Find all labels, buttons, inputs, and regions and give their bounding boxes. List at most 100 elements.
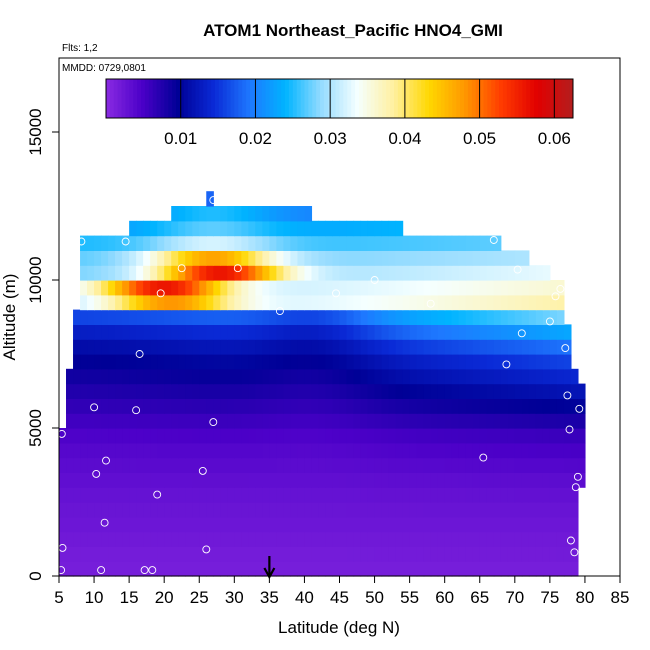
colorbar-swatch: [460, 79, 465, 118]
heatmap-cell: [493, 250, 502, 266]
heatmap-cell: [185, 354, 193, 370]
heatmap-cell: [437, 235, 446, 251]
heatmap-cell: [493, 383, 502, 399]
heatmap-cell: [115, 457, 123, 473]
heatmap-cell: [73, 413, 81, 429]
heatmap-cell: [500, 428, 509, 444]
heatmap-cell: [437, 265, 446, 281]
heatmap-cell: [549, 413, 558, 429]
heatmap-cell: [241, 339, 249, 355]
heatmap-cell: [304, 428, 313, 444]
heatmap-cell: [549, 294, 558, 311]
heatmap-cell: [199, 294, 207, 311]
heatmap-cell: [458, 250, 467, 266]
heatmap-cell: [451, 546, 460, 562]
heatmap-cell: [332, 354, 341, 370]
flight-point: [90, 403, 99, 412]
heatmap-cell: [521, 309, 530, 325]
heatmap-cell: [143, 398, 151, 414]
heatmap-cell: [542, 457, 551, 473]
heatmap-cell: [409, 398, 418, 414]
heatmap-cell: [73, 383, 81, 399]
heatmap-cell: [381, 235, 390, 251]
heatmap-cell: [360, 561, 369, 577]
heatmap-cell: [304, 442, 313, 459]
heatmap-cell: [143, 502, 151, 518]
heatmap-cell: [178, 220, 186, 237]
heatmap-cell: [493, 294, 502, 311]
heatmap-cell: [374, 324, 383, 340]
colorbar-swatch: [440, 79, 446, 118]
heatmap-cell: [227, 531, 235, 547]
heatmap-cell: [444, 472, 453, 488]
heatmap-cell: [416, 354, 425, 370]
heatmap-cell: [178, 383, 186, 399]
heatmap-cell: [570, 428, 579, 444]
flight-point: [426, 299, 435, 308]
colorbar-swatch: [164, 79, 169, 118]
heatmap-cell: [521, 339, 530, 355]
heatmap-cell: [430, 472, 439, 488]
heatmap-cell: [129, 339, 137, 355]
heatmap-cell: [444, 235, 453, 251]
heatmap-cell: [381, 265, 390, 281]
heatmap-cell: [164, 428, 172, 444]
heatmap-cell: [80, 398, 88, 414]
heatmap-cell: [269, 354, 277, 370]
heatmap-cell: [318, 368, 327, 385]
heatmap-cell: [234, 294, 242, 311]
heatmap-cell: [80, 561, 88, 577]
heatmap-cell: [101, 383, 109, 399]
colorbar-swatch: [121, 79, 126, 118]
heatmap-cell: [255, 546, 263, 562]
colorbar-swatch: [502, 79, 508, 118]
flight-point: [77, 237, 86, 246]
heatmap-cell: [437, 487, 446, 503]
heatmap-cell: [500, 339, 509, 355]
heatmap-cell: [535, 531, 544, 547]
heatmap-cell: [346, 220, 355, 237]
heatmap-cell: [416, 428, 425, 444]
colorbar-swatch: [273, 79, 278, 118]
heatmap-cell: [556, 502, 565, 518]
heatmap-cell: [87, 235, 95, 251]
x-tick-label: 85: [611, 588, 630, 607]
heatmap-cell: [199, 354, 207, 370]
heatmap-cell: [451, 472, 460, 488]
heatmap-cell: [241, 457, 249, 473]
heatmap-cell: [549, 442, 558, 459]
heatmap-cell: [339, 383, 348, 399]
heatmap-cell: [325, 354, 334, 370]
heatmap-cell: [465, 250, 474, 266]
heatmap-cell: [276, 280, 284, 296]
colorbar-swatch: [475, 79, 481, 118]
colorbar-swatch: [249, 79, 255, 118]
heatmap-cell: [213, 235, 221, 251]
heatmap-cell: [346, 442, 355, 459]
heatmap-cell: [297, 280, 306, 296]
colorbar-swatch: [530, 79, 535, 118]
heatmap-cell: [122, 250, 130, 266]
heatmap-cell: [178, 265, 186, 281]
heatmap-cell: [157, 235, 165, 251]
heatmap-cell: [87, 265, 95, 281]
heatmap-cell: [437, 324, 446, 340]
heatmap-cell: [101, 398, 109, 414]
heatmap-cell: [360, 235, 369, 251]
heatmap-cell: [178, 487, 186, 503]
flight-point: [479, 453, 488, 462]
heatmap-cell: [318, 413, 327, 429]
heatmap-cell: [430, 354, 439, 370]
heatmap-cell: [339, 354, 348, 370]
heatmap-cell: [535, 472, 544, 488]
heatmap-cell: [150, 235, 158, 251]
heatmap-cell: [507, 472, 516, 488]
heatmap-cell: [115, 309, 123, 325]
heatmap-cell: [297, 265, 306, 281]
heatmap-cell: [122, 487, 130, 503]
heatmap-cell: [304, 561, 313, 577]
heatmap-cell: [500, 516, 509, 533]
heatmap-cell: [416, 235, 425, 251]
heatmap-cell: [115, 398, 123, 414]
colorbar-tick-label: 0.05: [463, 129, 496, 148]
